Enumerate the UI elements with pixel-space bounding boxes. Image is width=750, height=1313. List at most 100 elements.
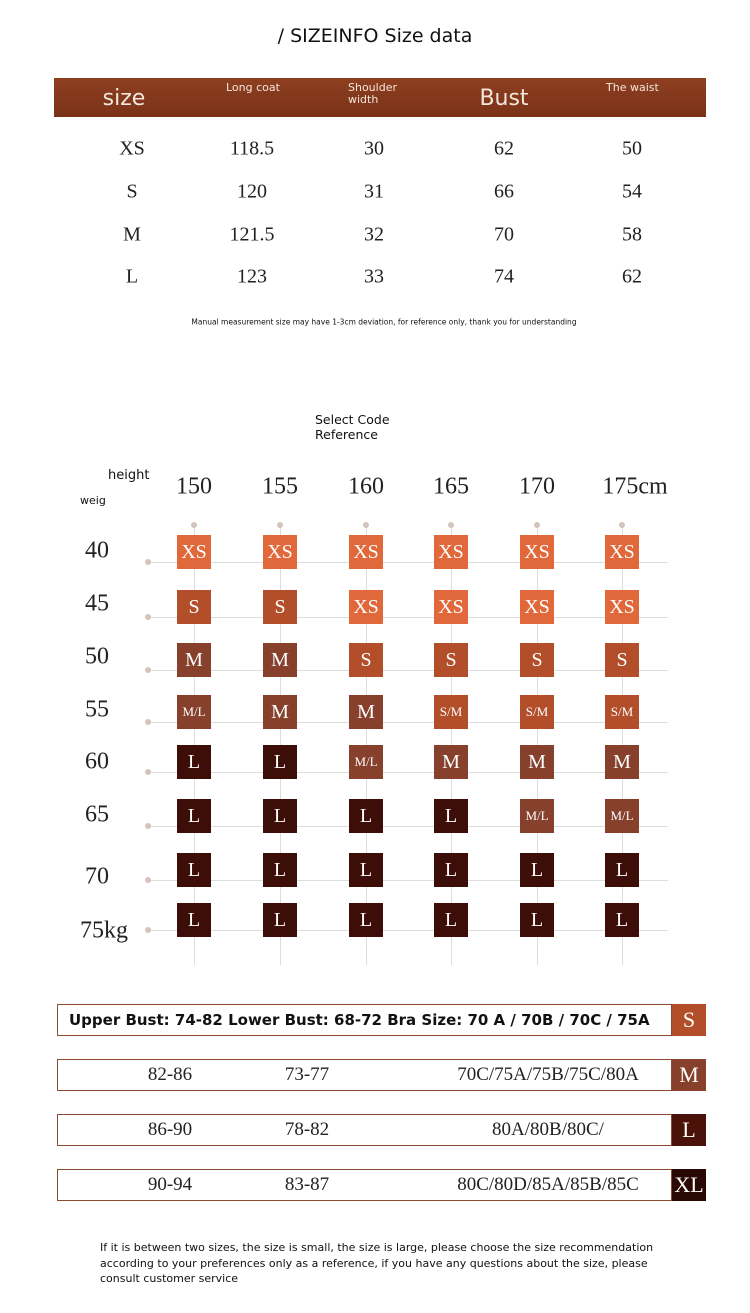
- bra-size: L: [672, 1114, 706, 1146]
- size-cell: XS: [434, 535, 468, 569]
- size-cell: S: [605, 643, 639, 677]
- size-cell: L: [177, 799, 211, 833]
- size-cell: L: [349, 903, 383, 937]
- note: Manual measurement size may have 1-3cm d…: [191, 317, 577, 327]
- weight-label: 40: [85, 537, 109, 564]
- size-cell: L: [263, 903, 297, 937]
- table-cell: 58: [622, 223, 642, 246]
- height-label: 155: [262, 473, 298, 500]
- size-cell: L: [605, 853, 639, 887]
- size-cell: M: [263, 695, 297, 729]
- size-cell: S: [349, 643, 383, 677]
- table-cell: 31: [364, 180, 384, 203]
- height-label: 165: [433, 473, 469, 500]
- size-cell: XS: [605, 535, 639, 569]
- grid-line: [148, 826, 668, 827]
- weight-label: 60: [85, 748, 109, 775]
- weight-label: 45: [85, 590, 109, 617]
- grid-dot: [145, 769, 151, 775]
- height-label: 175cm: [602, 473, 668, 500]
- bra-row-box: [57, 1004, 672, 1036]
- table-cell: 33: [364, 265, 384, 288]
- table-cell: XS: [119, 137, 145, 160]
- size-cell: M: [263, 643, 297, 677]
- grid-line: [148, 617, 668, 618]
- table-cell: 74: [494, 265, 514, 288]
- bra-cell: 90-94: [147, 1174, 193, 1195]
- table-cell: S: [126, 180, 138, 203]
- header-cell: Bust: [479, 86, 529, 111]
- grid-dot: [277, 522, 283, 528]
- height-label: 170: [519, 473, 555, 500]
- size-cell: L: [349, 853, 383, 887]
- weight-label: 55: [85, 696, 109, 723]
- table-cell: 62: [622, 265, 642, 288]
- bra-row-box: [57, 1059, 672, 1091]
- header-cell: Long coat: [226, 81, 280, 94]
- table-cell: 120: [237, 180, 267, 203]
- size-cell: L: [177, 853, 211, 887]
- size-cell: XS: [177, 535, 211, 569]
- table-cell: 118.5: [229, 137, 275, 160]
- table-cell: 50: [622, 137, 642, 160]
- bra-row-box: [57, 1114, 672, 1146]
- table-cell: 66: [494, 180, 514, 203]
- bra-cell: 80C/80D/85A/85B/85C: [457, 1174, 639, 1195]
- title: / SIZEINFO Size data: [277, 25, 473, 47]
- size-cell: L: [177, 745, 211, 779]
- table-cell: 54: [622, 180, 642, 203]
- header-bar: [54, 78, 706, 117]
- grid-dot: [145, 559, 151, 565]
- weight-label: weig: [80, 494, 106, 507]
- grid-dot: [145, 877, 151, 883]
- weight-label: 75kg: [80, 917, 128, 944]
- table-cell: 30: [364, 137, 384, 160]
- size-cell: S/M: [605, 695, 639, 729]
- size-cell: L: [177, 903, 211, 937]
- grid-dot: [448, 522, 454, 528]
- table-cell: 70: [494, 223, 514, 246]
- size-cell: M/L: [177, 695, 211, 729]
- height-label: height: [108, 468, 150, 483]
- weight-label: 50: [85, 643, 109, 670]
- grid-line: [148, 670, 668, 671]
- header-cell: Shoulder width: [348, 81, 397, 106]
- table-cell: 62: [494, 137, 514, 160]
- size-cell: S: [434, 643, 468, 677]
- size-cell: XS: [520, 535, 554, 569]
- table-cell: M: [123, 223, 141, 246]
- table-cell: 123: [237, 265, 267, 288]
- grid-line: [148, 722, 668, 723]
- size-cell: XS: [434, 590, 468, 624]
- grid-line: [148, 772, 668, 773]
- size-cell: L: [520, 903, 554, 937]
- table-cell: 32: [364, 223, 384, 246]
- bra-cell: 73-77: [284, 1064, 330, 1085]
- size-cell: L: [263, 799, 297, 833]
- bra-size: M: [672, 1059, 706, 1091]
- table-cell: 121.5: [229, 223, 275, 246]
- reference-title: Select Code Reference: [315, 412, 390, 442]
- grid-dot: [145, 614, 151, 620]
- bra-row-text: Upper Bust: 74-82 Lower Bust: 68-72 Bra …: [69, 1011, 650, 1029]
- grid-dot: [619, 522, 625, 528]
- size-cell: S: [263, 590, 297, 624]
- height-label: 160: [348, 473, 384, 500]
- bra-cell: 82-86: [147, 1064, 193, 1085]
- size-cell: L: [520, 853, 554, 887]
- height-label: 150: [176, 473, 212, 500]
- size-cell: L: [263, 853, 297, 887]
- size-cell: M/L: [605, 799, 639, 833]
- bra-row-box: [57, 1169, 672, 1201]
- size-cell: L: [434, 853, 468, 887]
- size-cell: M: [349, 695, 383, 729]
- size-cell: M: [605, 745, 639, 779]
- grid-dot: [145, 927, 151, 933]
- grid-dot: [363, 522, 369, 528]
- bra-cell: 86-90: [147, 1119, 193, 1140]
- size-cell: S/M: [434, 695, 468, 729]
- size-cell: XS: [349, 590, 383, 624]
- size-cell: S: [520, 643, 554, 677]
- size-cell: L: [349, 799, 383, 833]
